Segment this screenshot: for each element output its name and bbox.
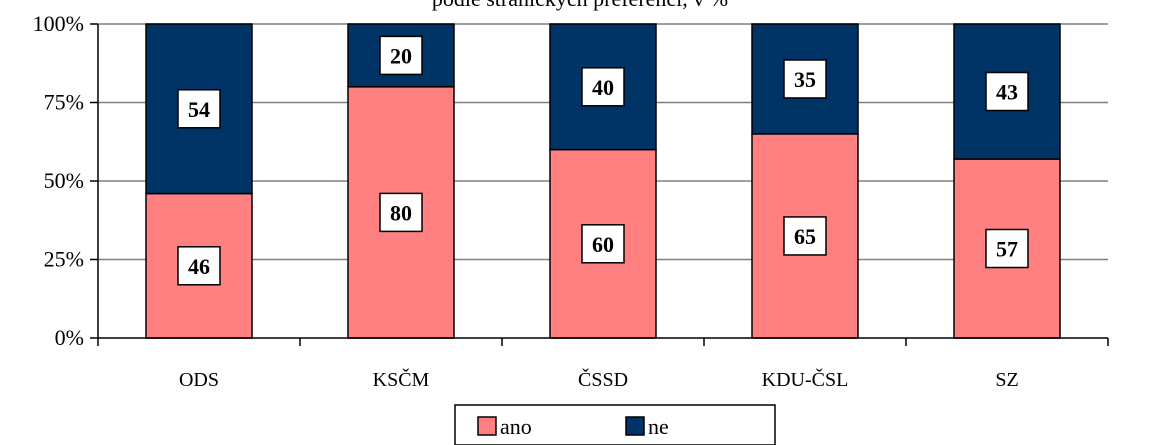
data-label: 46 bbox=[188, 254, 210, 279]
data-label: 57 bbox=[996, 237, 1018, 262]
legend-label-ne: ne bbox=[648, 414, 669, 439]
data-label: 65 bbox=[794, 224, 816, 249]
category-label: SZ bbox=[995, 369, 1018, 391]
data-label-box bbox=[783, 216, 827, 256]
category-label: ČSSD bbox=[578, 367, 628, 391]
category-label: ODS bbox=[179, 369, 219, 391]
data-labels: 46 54 80 20 60 40 65 35 57 43 bbox=[177, 35, 1029, 286]
chart-title: podle stranických preferencí, v % bbox=[432, 0, 728, 11]
y-tick-label: 0% bbox=[55, 325, 84, 350]
y-tick-label: 100% bbox=[33, 11, 84, 36]
data-label-box bbox=[985, 228, 1029, 269]
data-label: 80 bbox=[390, 200, 412, 225]
data-label: 43 bbox=[996, 80, 1018, 105]
data-label-box bbox=[177, 246, 221, 286]
legend-box bbox=[454, 404, 776, 445]
legend-swatch-ne bbox=[625, 416, 645, 436]
data-label: 20 bbox=[390, 43, 412, 68]
data-label: 60 bbox=[592, 232, 614, 257]
data-label-box bbox=[581, 67, 625, 107]
y-tick-label: 25% bbox=[44, 247, 84, 272]
data-label-box bbox=[177, 89, 221, 129]
data-label-box bbox=[783, 59, 827, 99]
category-label: KSČM bbox=[373, 367, 430, 391]
legend-label-ano: ano bbox=[500, 414, 532, 439]
data-label-box bbox=[379, 192, 423, 233]
legend: ano ne bbox=[454, 404, 776, 445]
data-label-box bbox=[379, 35, 423, 76]
data-label: 40 bbox=[592, 75, 614, 100]
legend-swatch-ano bbox=[477, 416, 497, 436]
y-tick-label: 50% bbox=[44, 168, 84, 193]
data-label: 35 bbox=[794, 67, 816, 92]
data-label-box bbox=[985, 71, 1029, 112]
axes: 0% 25% 50% 75% 100% ODS KSČM ČSSD KDU-ČSL SZ bbox=[33, 11, 1109, 391]
category-label: KDU-ČSL bbox=[762, 367, 849, 391]
y-tick-label: 75% bbox=[44, 90, 84, 115]
data-label: 54 bbox=[188, 97, 210, 122]
data-label-box bbox=[581, 224, 625, 264]
